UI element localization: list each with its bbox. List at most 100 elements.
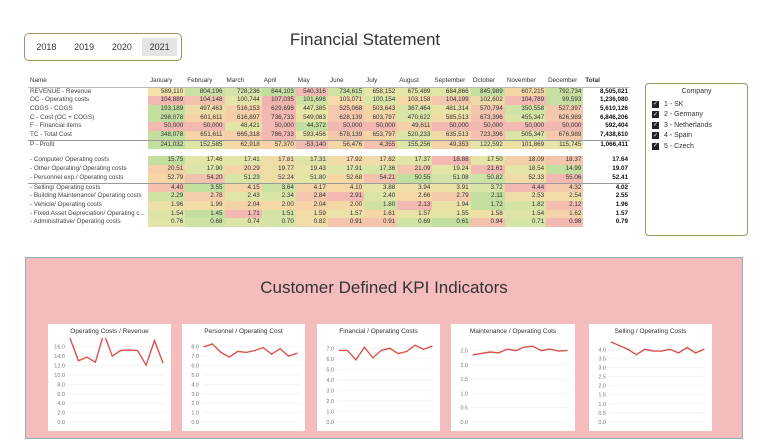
column-header-november[interactable]: November xyxy=(504,75,547,88)
company-option-4[interactable]: ✓ 4 - Spain xyxy=(652,131,741,142)
y-tick-label: 1.5 xyxy=(598,393,606,399)
column-header-august[interactable]: August xyxy=(397,75,433,88)
y-tick-label: 4.0 xyxy=(57,401,65,407)
table-cell: 0.82 xyxy=(295,218,328,228)
table-cell: 50.55 xyxy=(397,173,433,184)
data-point xyxy=(480,352,483,355)
table-cell: 676,989 xyxy=(546,131,584,141)
table-cell: 520,233 xyxy=(397,131,433,141)
table-cell: 50,000 xyxy=(147,122,186,132)
line-chart: 4.0 3.5 3.0 2.5 2.0 1.5 1.0 0.5 0.0 xyxy=(598,341,706,426)
table-cell: 1.94 xyxy=(432,200,471,210)
table-cell: 49,611 xyxy=(397,122,433,132)
table-cell: 20.51 xyxy=(147,165,186,174)
line-chart: 7.0 6.0 5.0 4.0 3.0 2.0 1.0 0.0 xyxy=(326,344,434,426)
table-cell: 470,622 xyxy=(397,113,433,123)
data-point xyxy=(254,349,256,352)
table-cell: 3.91 xyxy=(432,182,471,193)
table-cell: 527,397 xyxy=(546,104,584,114)
year-button-2018[interactable]: 2018 xyxy=(36,42,57,52)
table-cell: 2.34 xyxy=(261,192,296,201)
table-cell: 2.29 xyxy=(147,192,186,201)
checkbox-checked-icon[interactable]: ✓ xyxy=(652,100,659,108)
series-line xyxy=(339,344,433,362)
data-point xyxy=(220,351,222,353)
company-option-label: 3 - Netherlands xyxy=(664,121,712,129)
chart-title: Operating Costs / Revenue xyxy=(70,328,149,335)
column-header-january[interactable]: January xyxy=(147,75,186,88)
table-cell: 2.84 xyxy=(295,192,328,201)
company-option-5[interactable]: ✓ 5 - Czech xyxy=(652,141,741,152)
table-cell: 56,476 xyxy=(327,139,365,150)
table-cell: 0.71 xyxy=(504,218,547,228)
column-header-march[interactable]: March xyxy=(224,75,262,88)
series-line xyxy=(610,341,705,356)
y-tick-label: 2.5 xyxy=(460,349,468,355)
kpi-chart-card[interactable]: Financial / Operating Costs 7.0 6.0 5.0 4.0 3… xyxy=(317,324,440,431)
table-cell: 101,869 xyxy=(504,139,547,150)
kpi-chart-card[interactable]: Operating Costs / Revenue 16.0 14.0 12.0 10.… xyxy=(48,324,171,431)
table-cell: 1.51 xyxy=(261,209,296,219)
checkbox-checked-icon[interactable]: ✓ xyxy=(652,142,659,150)
table-cell: 50,000 xyxy=(470,122,505,132)
column-header-april[interactable]: April xyxy=(261,75,296,88)
year-button-2021[interactable]: 2021 xyxy=(142,38,177,56)
chart-title: Financial / Operating Costs xyxy=(339,328,418,335)
table-cell: 49,353 xyxy=(432,139,471,150)
year-button-2020[interactable]: 2020 xyxy=(111,42,132,52)
column-header-name[interactable]: Name xyxy=(28,75,148,88)
series-line xyxy=(69,338,164,367)
company-slicer-title: Company xyxy=(681,88,712,95)
table-cell: 115,745 xyxy=(546,139,584,150)
column-header-february[interactable]: February xyxy=(185,75,225,88)
table-cell: 1.58 xyxy=(470,209,505,219)
checkbox-checked-icon[interactable]: ✓ xyxy=(652,121,659,129)
column-header-june[interactable]: June xyxy=(327,75,365,88)
company-option-label: 2 - Germany xyxy=(664,111,703,119)
company-option-2[interactable]: ✓ 2 - Germany xyxy=(652,110,741,121)
table-cell: 658,152 xyxy=(364,87,398,97)
table-cell: 792,734 xyxy=(546,87,584,97)
table-cell: 17.50 xyxy=(470,156,505,166)
y-tick-label: 3.0 xyxy=(598,365,606,371)
y-tick-label: 2.0 xyxy=(460,363,468,369)
kpi-chart-card[interactable]: Personnel / Operating Cost 8.0 7.0 6.0 5.0 4.… xyxy=(182,324,305,431)
table-cell: 17.36 xyxy=(364,165,398,174)
table-row: C - Cost (OC + COGS) 298,078 601,611 616,89… xyxy=(28,113,630,123)
data-point xyxy=(69,338,71,339)
table-cell: 20.29 xyxy=(224,165,262,174)
row-total: 19.07 xyxy=(612,165,628,173)
table-cell: 589,110 xyxy=(147,87,186,97)
y-tick-label: 2.0 xyxy=(326,399,334,405)
column-header-total[interactable]: Total xyxy=(583,75,630,88)
table-cell: 603,797 xyxy=(364,113,398,123)
company-option-3[interactable]: ✓ 3 - Netherlands xyxy=(652,120,741,131)
row-total: 17.64 xyxy=(612,156,628,164)
kpi-chart-card[interactable]: Selling / Operating Costs 4.0 3.5 3.0 2.5 2.0… xyxy=(589,324,712,431)
year-button-2019[interactable]: 2019 xyxy=(74,42,95,52)
column-header-september[interactable]: September xyxy=(432,75,471,88)
table-cell: 3.94 xyxy=(397,182,433,193)
company-option-1[interactable]: ✓ 1 - SK xyxy=(652,99,741,110)
kpi-chart-card[interactable]: Maintenance / Operating Cots 2.5 2.0 1.5 1.0… xyxy=(451,324,575,431)
table-row: - Personnel exp./ Operating costs 52.79 54… xyxy=(28,173,630,184)
data-point xyxy=(380,349,382,352)
column-header-october[interactable]: October xyxy=(470,75,505,88)
table-cell: 19.77 xyxy=(261,165,296,174)
kpi-title: Customer Defined KPI Indicators xyxy=(260,278,508,297)
column-header-july[interactable]: July xyxy=(364,75,398,88)
table-cell: 48,421 xyxy=(224,122,262,132)
checkbox-checked-icon[interactable]: ✓ xyxy=(652,132,659,140)
column-header-may[interactable]: May xyxy=(295,75,328,88)
data-point xyxy=(111,355,113,357)
data-point xyxy=(635,354,637,356)
checkbox-checked-icon[interactable]: ✓ xyxy=(652,111,659,119)
column-header-december[interactable]: December xyxy=(546,75,584,88)
table-cell: 4.40 xyxy=(147,182,186,193)
table-cell: 57,370 xyxy=(261,139,296,150)
page-title: Financial Statement xyxy=(289,30,441,49)
table-cell: 678,139 xyxy=(327,131,365,141)
table-cell: 100,154 xyxy=(364,96,398,105)
table-cell: 3.64 xyxy=(261,182,296,193)
table-cell: 2.12 xyxy=(546,200,584,210)
